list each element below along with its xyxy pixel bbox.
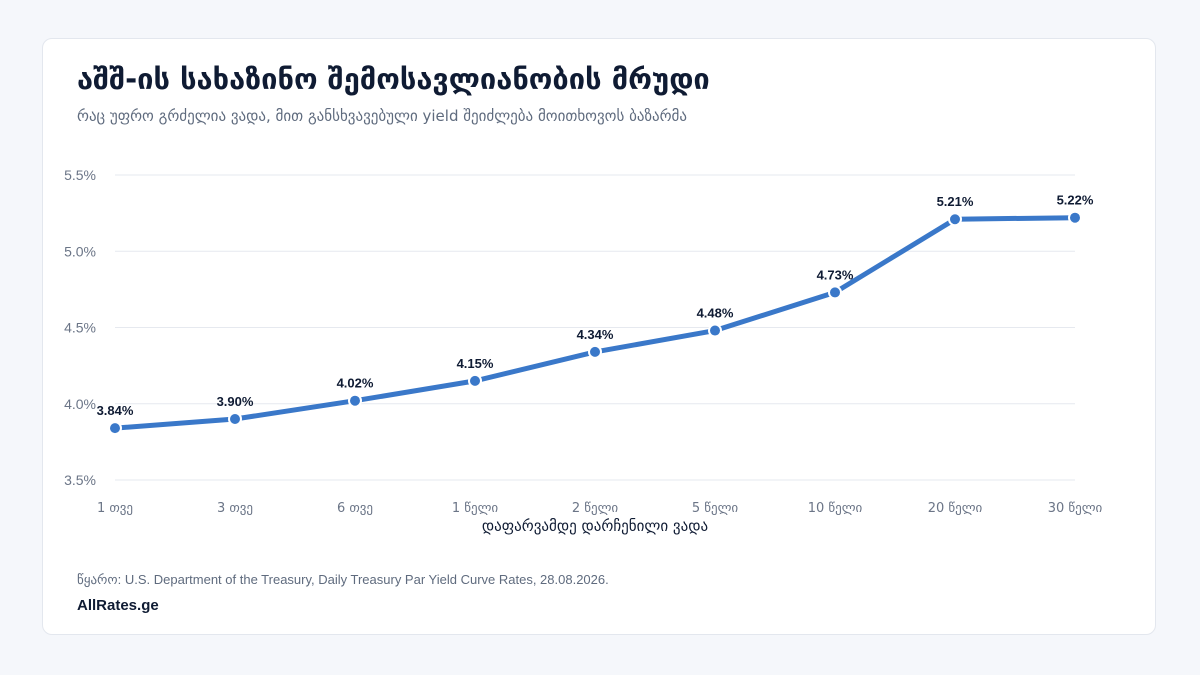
brand-name: AllRates.ge bbox=[77, 597, 159, 614]
x-tick-label: 2 წელი bbox=[572, 501, 619, 516]
data-label: 4.15% bbox=[457, 356, 494, 371]
x-tick-label: 1 წელი bbox=[452, 501, 499, 516]
chart-subtitle: რაც უფრო გრძელია ვადა, მით განსხვავებული… bbox=[77, 107, 687, 125]
data-point bbox=[588, 344, 602, 359]
y-tick-label: 5.5% bbox=[64, 167, 96, 183]
y-tick-label: 4.0% bbox=[64, 396, 96, 412]
y-tick-label: 5.0% bbox=[64, 243, 96, 259]
data-label: 5.22% bbox=[1057, 193, 1094, 208]
x-tick-label: 1 თვე bbox=[97, 501, 133, 516]
data-label: 3.84% bbox=[97, 403, 134, 418]
y-tick-label: 3.5% bbox=[64, 472, 96, 488]
data-label: 4.48% bbox=[697, 306, 734, 321]
data-point bbox=[708, 323, 722, 338]
data-point bbox=[108, 421, 122, 436]
y-tick-label: 4.5% bbox=[64, 320, 96, 336]
x-tick-label: 20 წელი bbox=[928, 501, 983, 516]
data-label: 4.02% bbox=[337, 376, 374, 391]
chart-title: აშშ-ის სახაზინო შემოსავლიანობის მრუდი bbox=[77, 62, 710, 96]
data-point bbox=[1068, 210, 1082, 225]
data-label: 5.21% bbox=[937, 194, 974, 209]
data-point bbox=[228, 412, 242, 426]
source-note: წყარო: U.S. Department of the Treasury, … bbox=[77, 572, 609, 587]
data-point bbox=[828, 285, 842, 300]
x-tick-label: 30 წელი bbox=[1048, 501, 1103, 516]
x-tick-label: 10 წელი bbox=[808, 501, 863, 516]
x-tick-label: 6 თვე bbox=[337, 501, 373, 516]
x-axis-title: დაფარვამდე დარჩენილი ვადა bbox=[482, 517, 708, 535]
data-label: 4.73% bbox=[817, 267, 854, 282]
chart-card bbox=[42, 38, 1156, 635]
data-point bbox=[468, 373, 482, 388]
x-tick-label: 5 წელი bbox=[692, 501, 739, 516]
x-tick-label: 3 თვე bbox=[217, 501, 253, 516]
series-line bbox=[112, 215, 1078, 431]
data-label: 4.34% bbox=[577, 327, 614, 342]
data-point bbox=[348, 393, 362, 408]
data-label: 3.90% bbox=[217, 394, 254, 409]
data-point bbox=[948, 212, 962, 227]
